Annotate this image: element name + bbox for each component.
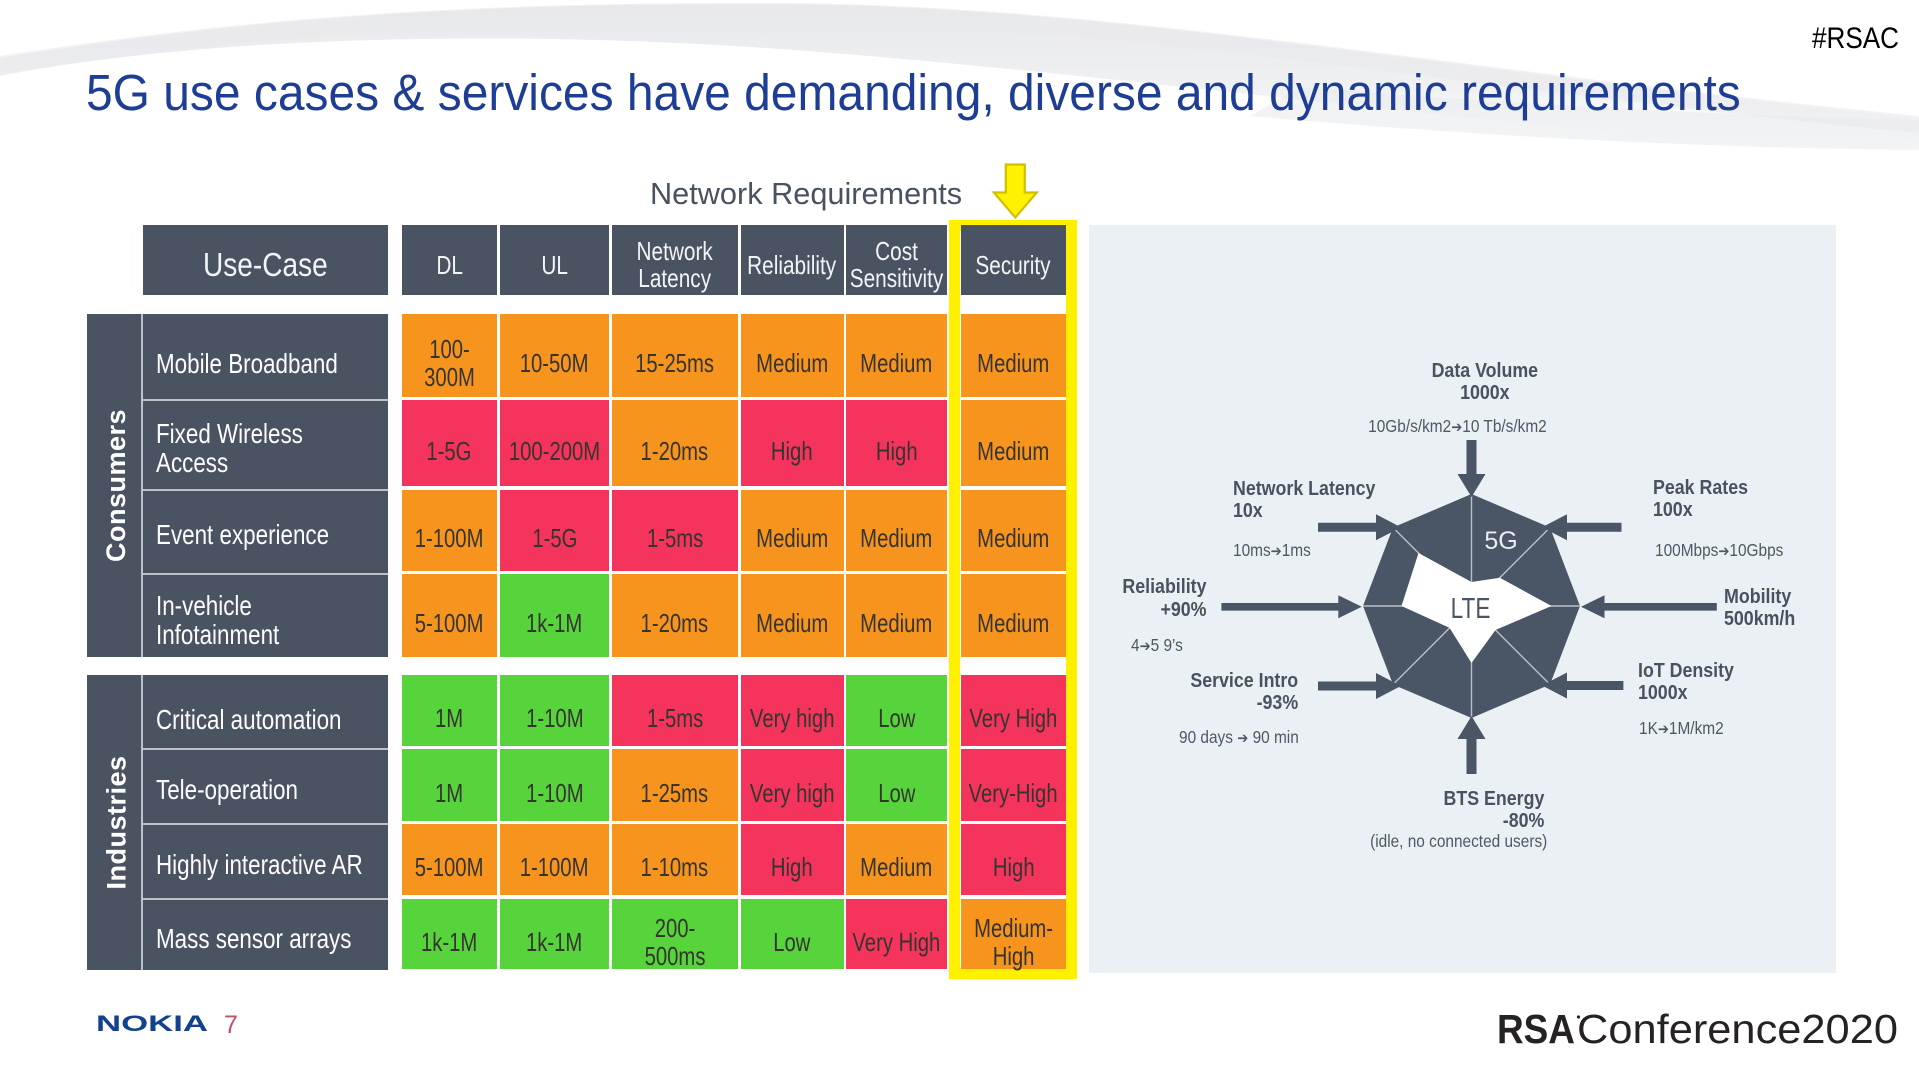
- svg-text:RSA: RSA: [1497, 1011, 1575, 1052]
- svg-text:NOKIA: NOKIA: [96, 1012, 208, 1036]
- svg-text:Conference2020: Conference2020: [1577, 1011, 1898, 1052]
